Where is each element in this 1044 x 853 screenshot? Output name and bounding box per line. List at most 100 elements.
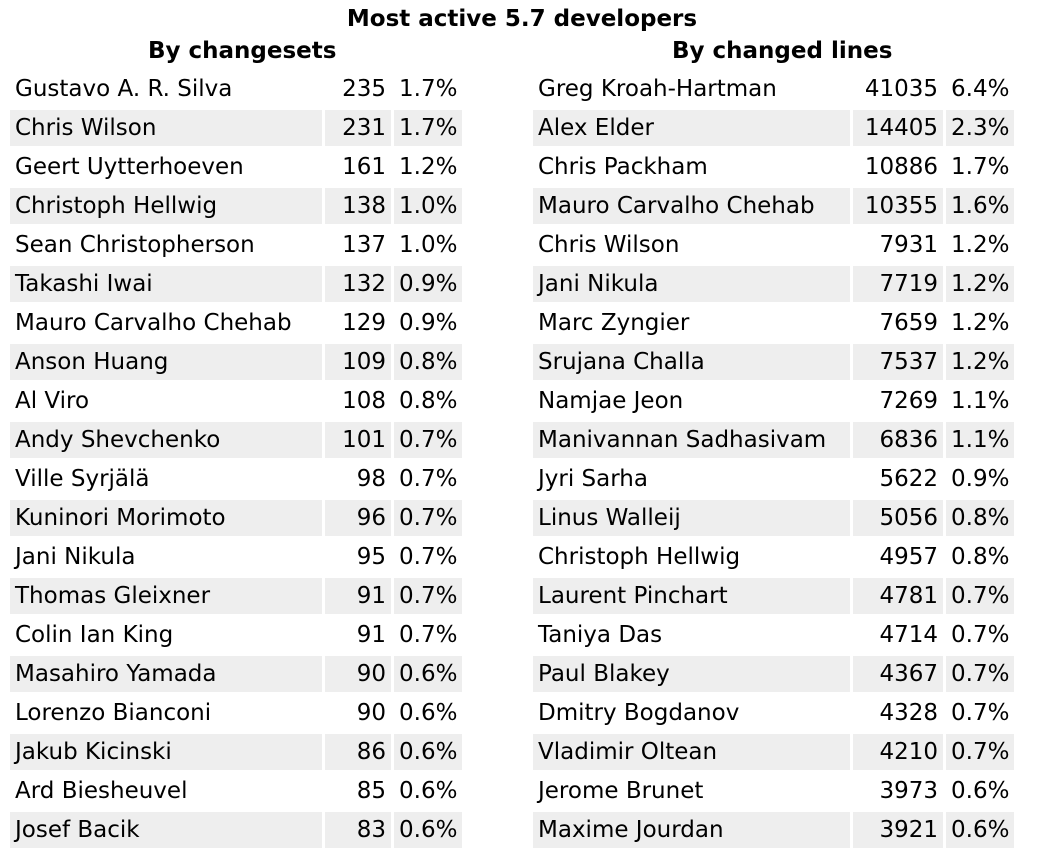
count-cell: 101 bbox=[325, 422, 391, 458]
developer-name-cell: Srujana Challa bbox=[533, 344, 850, 380]
percent-cell: 1.2% bbox=[399, 154, 458, 180]
percent-cell: 1.0% bbox=[399, 232, 458, 258]
percent-cell: 0.7% bbox=[946, 578, 1015, 614]
table-row: Laurent Pinchart 4781 0.7% bbox=[533, 578, 1015, 614]
developer-name-cell: Taniya Das bbox=[538, 622, 663, 648]
percent-cell: 1.2% bbox=[946, 266, 1015, 302]
percent-cell: 1.7% bbox=[394, 110, 463, 146]
table-row: Jyri Sarha 5622 0.9% bbox=[533, 461, 1014, 497]
count-cell: 86 bbox=[325, 734, 391, 770]
table-row: Al Viro 108 0.8% bbox=[10, 383, 462, 419]
developer-name-cell: Geert Uytterhoeven bbox=[15, 154, 244, 180]
developer-name-cell: Kuninori Morimoto bbox=[10, 500, 322, 536]
developer-name-cell: Manivannan Sadhasivam bbox=[533, 422, 850, 458]
developer-name-cell: Alex Elder bbox=[533, 110, 850, 146]
percent-cell: 0.7% bbox=[951, 700, 1010, 726]
count-cell: 85 bbox=[356, 778, 386, 804]
percent-cell: 0.8% bbox=[394, 344, 463, 380]
developer-name-cell: Jani Nikula bbox=[533, 266, 850, 302]
count-cell: 10355 bbox=[853, 188, 943, 224]
developer-name-cell: Jani Nikula bbox=[15, 544, 136, 570]
count-cell: 10886 bbox=[864, 154, 938, 180]
developer-name-cell: Andy Shevchenko bbox=[10, 422, 322, 458]
table-row: Marc Zyngier 7659 1.2% bbox=[533, 305, 1014, 341]
count-cell: 4367 bbox=[853, 656, 943, 692]
table-row: Takashi Iwai 132 0.9% bbox=[10, 266, 463, 302]
count-cell: 91 bbox=[356, 622, 386, 648]
developer-name-cell: Vladimir Oltean bbox=[533, 734, 850, 770]
count-cell: 4328 bbox=[879, 700, 938, 726]
count-cell: 3973 bbox=[879, 778, 938, 804]
percent-cell: 0.7% bbox=[946, 656, 1015, 692]
percent-cell: 0.9% bbox=[951, 466, 1010, 492]
table-row: Jani Nikula 7719 1.2% bbox=[533, 266, 1015, 302]
table-row: Maxime Jourdan 3921 0.6% bbox=[533, 812, 1015, 848]
page-title: Most active 5.7 developers bbox=[346, 6, 698, 32]
percent-cell: 0.9% bbox=[399, 310, 458, 336]
percent-cell: 1.6% bbox=[946, 188, 1015, 224]
count-cell: 90 bbox=[356, 700, 386, 726]
developer-name-cell: Maxime Jourdan bbox=[533, 812, 850, 848]
percent-cell: 1.2% bbox=[951, 232, 1010, 258]
percent-cell: 0.7% bbox=[946, 734, 1015, 770]
table-row: Greg Kroah-Hartman 41035 6.4% bbox=[533, 71, 1014, 107]
percent-cell: 0.7% bbox=[399, 544, 458, 570]
count-cell: 4210 bbox=[853, 734, 943, 770]
developer-name-cell: Masahiro Yamada bbox=[10, 656, 322, 692]
changed-lines-heading: By changed lines bbox=[672, 38, 893, 64]
table-row: Ard Biesheuvel 85 0.6% bbox=[10, 773, 462, 809]
table-row: Masahiro Yamada 90 0.6% bbox=[10, 656, 463, 692]
percent-cell: 1.1% bbox=[951, 388, 1010, 414]
count-cell: 83 bbox=[325, 812, 391, 848]
table-row: Namjae Jeon 7269 1.1% bbox=[533, 383, 1014, 419]
table-row: Andy Shevchenko 101 0.7% bbox=[10, 422, 463, 458]
percent-cell: 2.3% bbox=[946, 110, 1015, 146]
percent-cell: 0.8% bbox=[951, 544, 1010, 570]
developer-name-cell: Marc Zyngier bbox=[538, 310, 690, 336]
table-row: Thomas Gleixner 91 0.7% bbox=[10, 578, 463, 614]
developer-name-cell: Ville Syrjälä bbox=[15, 466, 150, 492]
count-cell: 4957 bbox=[879, 544, 938, 570]
count-cell: 5056 bbox=[853, 500, 943, 536]
developer-name-cell: Namjae Jeon bbox=[538, 388, 684, 414]
percent-cell: 1.1% bbox=[946, 422, 1015, 458]
table-row: Jani Nikula 95 0.7% bbox=[10, 539, 462, 575]
developer-name-cell: Ard Biesheuvel bbox=[15, 778, 188, 804]
count-cell: 7719 bbox=[853, 266, 943, 302]
count-cell: 231 bbox=[325, 110, 391, 146]
changesets-heading: By changesets bbox=[148, 38, 337, 64]
count-cell: 5622 bbox=[879, 466, 938, 492]
percent-cell: 0.6% bbox=[399, 778, 458, 804]
developer-name-cell: Anson Huang bbox=[10, 344, 322, 380]
count-cell: 6836 bbox=[853, 422, 943, 458]
table-row: Alex Elder 14405 2.3% bbox=[533, 110, 1015, 146]
count-cell: 91 bbox=[325, 578, 391, 614]
count-cell: 7269 bbox=[879, 388, 938, 414]
table-row: Chris Packham 10886 1.7% bbox=[533, 149, 1014, 185]
developer-name-cell: Greg Kroah-Hartman bbox=[538, 76, 777, 102]
percent-cell: 1.2% bbox=[946, 344, 1015, 380]
table-row: Josef Bacik 83 0.6% bbox=[10, 812, 463, 848]
developer-name-cell: Dmitry Bogdanov bbox=[538, 700, 740, 726]
percent-cell: 1.2% bbox=[951, 310, 1010, 336]
count-cell: 7537 bbox=[853, 344, 943, 380]
table-row: Kuninori Morimoto 96 0.7% bbox=[10, 500, 463, 536]
count-cell: 132 bbox=[325, 266, 391, 302]
percent-cell: 0.9% bbox=[394, 266, 463, 302]
developer-name-cell: Thomas Gleixner bbox=[10, 578, 322, 614]
table-row: Christoph Hellwig 4957 0.8% bbox=[533, 539, 1014, 575]
percent-cell: 0.7% bbox=[399, 466, 458, 492]
count-cell: 108 bbox=[342, 388, 386, 414]
table-row: Sean Christopherson 137 1.0% bbox=[10, 227, 462, 263]
changed-lines-table: Greg Kroah-Hartman 41035 6.4% Alex Elder 144… bbox=[530, 68, 1017, 851]
table-row: Jakub Kicinski 86 0.6% bbox=[10, 734, 463, 770]
developer-name-cell: Laurent Pinchart bbox=[533, 578, 850, 614]
developer-name-cell: Chris Wilson bbox=[10, 110, 322, 146]
table-row: Christoph Hellwig 138 1.0% bbox=[10, 188, 463, 224]
percent-cell: 6.4% bbox=[951, 76, 1010, 102]
count-cell: 7659 bbox=[879, 310, 938, 336]
count-cell: 137 bbox=[342, 232, 386, 258]
changesets-table: Gustavo A. R. Silva 235 1.7% Chris Wilson 23… bbox=[7, 68, 465, 851]
count-cell: 96 bbox=[325, 500, 391, 536]
developer-name-cell: Mauro Carvalho Chehab bbox=[533, 188, 850, 224]
